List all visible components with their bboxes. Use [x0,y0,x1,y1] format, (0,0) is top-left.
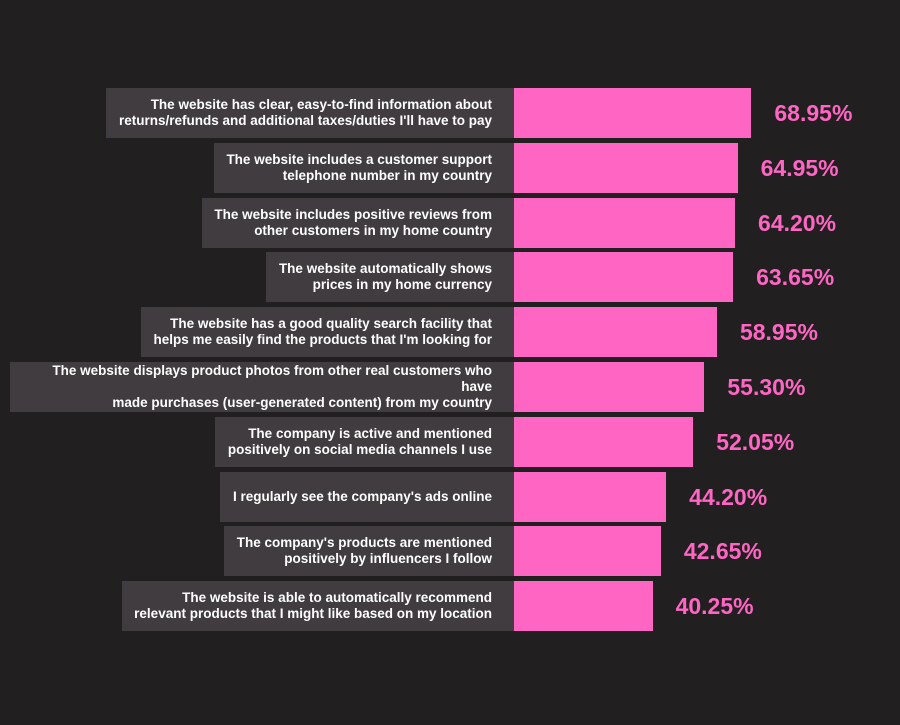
bar [514,417,694,467]
value-label: 44.20% [689,484,768,510]
bar [514,88,752,138]
category-label-text: The website has clear, easy-to-find info… [118,97,492,128]
bar [514,252,734,302]
category-label-text: The company's products are mentioned pos… [236,535,492,566]
bar [514,472,667,522]
bar-row: The website displays product photos from… [0,362,900,412]
bar-row: The website is able to automatically rec… [0,581,900,631]
value-label: 40.25% [675,593,754,619]
category-label: The website has clear, easy-to-find info… [106,88,514,138]
bar [514,581,653,631]
category-label: The website automatically shows prices i… [266,252,514,302]
bar-row: The website has clear, easy-to-find info… [0,88,900,138]
category-label: The website is able to automatically rec… [122,581,514,631]
category-label-text: The website includes a customer support … [226,152,492,183]
bar [514,362,705,412]
value-label: 68.95% [774,100,853,126]
value-label: 63.65% [756,264,835,290]
bar [514,143,738,193]
category-label-text: The website includes positive reviews fr… [214,207,492,238]
value-label: 52.05% [716,429,795,455]
bar-row: The website includes positive reviews fr… [0,198,900,248]
value-label: 64.20% [758,210,837,236]
category-label: The website has a good quality search fa… [141,307,514,357]
category-label: The website includes positive reviews fr… [202,198,514,248]
category-label-text: The website automatically shows prices i… [278,261,492,292]
value-label: 58.95% [739,319,818,345]
bar-row: The website has a good quality search fa… [0,307,900,357]
category-label-text: The website is able to automatically rec… [134,590,492,621]
value-label: 64.95% [760,155,839,181]
bar-row: The company is active and mentioned posi… [0,417,900,467]
bar-row: The website includes a customer support … [0,143,900,193]
bar-row: The company's products are mentioned pos… [0,526,900,576]
value-label: 42.65% [683,538,762,564]
bar-row: The website automatically shows prices i… [0,252,900,302]
category-label: The company's products are mentioned pos… [224,526,514,576]
bar [514,526,661,576]
bar-row: I regularly see the company's ads online… [0,472,900,522]
value-label: 55.30% [727,374,806,400]
category-label: I regularly see the company's ads online [220,472,514,522]
category-label-text: The website has a good quality search fa… [153,316,492,347]
category-label-text: The website displays product photos from… [52,363,492,410]
category-label: The website displays product photos from… [10,362,514,412]
bar [514,307,717,357]
category-label-text: I regularly see the company's ads online [232,489,492,504]
category-label-text: The company is active and mentioned posi… [227,426,492,457]
bar [514,198,736,248]
category-label: The company is active and mentioned posi… [215,417,514,467]
category-label: The website includes a customer support … [214,143,514,193]
